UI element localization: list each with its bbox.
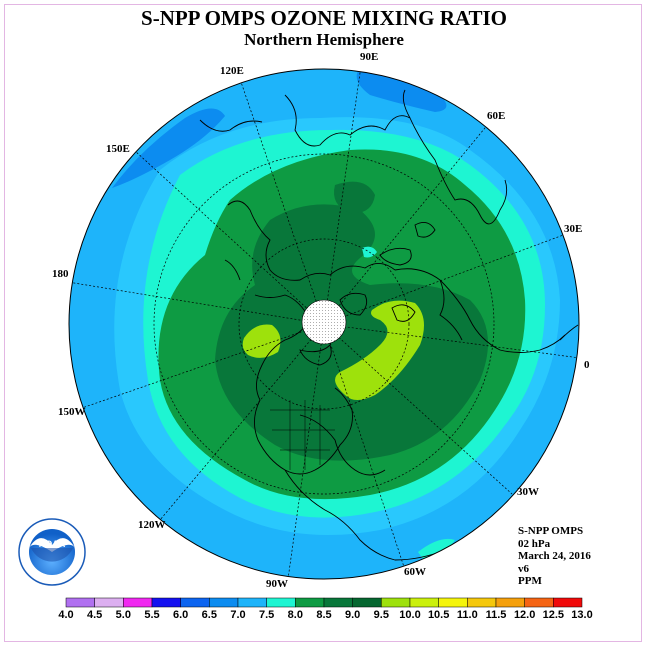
colorbar-tick-label: 7.0 (230, 609, 246, 621)
noaa-logo: NOAA (18, 518, 86, 586)
info-date: March 24, 2016 (518, 550, 591, 562)
colorbar-tick-label: 11.0 (456, 609, 478, 621)
info-units: PPM (518, 575, 542, 587)
field-9.0-9.5-west (242, 324, 281, 358)
colorbar-swatch (553, 597, 583, 608)
colorbar-swatch (467, 597, 497, 608)
colorbar-tick-label: 6.5 (201, 609, 217, 621)
info-block: S-NPP OMPS 02 hPa March 24, 2016 v6 PPM (518, 525, 591, 588)
field-9.0-9.5-east (335, 300, 424, 400)
colorbar-swatch (123, 597, 153, 608)
lon-label-180: 180 (52, 268, 69, 280)
colorbar-swatch (209, 597, 239, 608)
colorbar-tick-label: 13.0 (571, 609, 593, 621)
field-6.0-6.5-west (112, 108, 225, 188)
colorbar-swatch (151, 597, 181, 608)
colorbar-tick-label: 5.5 (144, 609, 160, 621)
lon-label-0: 0 (584, 359, 590, 371)
colorbar-swatch (352, 597, 382, 608)
colorbar-tick-label: 5.0 (115, 609, 131, 621)
figure-frame (4, 4, 642, 642)
no-data-cap (301, 299, 347, 345)
colorbar-swatch (381, 597, 411, 608)
lon-label-60w: 60W (404, 566, 426, 578)
colorbar-swatch (438, 597, 468, 608)
colorbar-swatch (65, 597, 95, 608)
map-boundary (68, 68, 580, 580)
colorbar-swatch (323, 597, 353, 608)
colorbar-tick-label: 11.5 (485, 609, 507, 621)
colorbar-swatch (524, 597, 554, 608)
lon-label-30e: 30E (564, 223, 583, 235)
field-6.0-6.5-north (356, 69, 447, 112)
colorbar-swatch (409, 597, 439, 608)
lon-label-90e: 90E (360, 51, 379, 63)
colorbar-swatch (295, 597, 325, 608)
colorbar-swatch (94, 597, 124, 608)
colorbar (65, 597, 583, 608)
field-8.5-9.0-north (334, 181, 375, 214)
lon-label-90w: 90W (266, 578, 288, 590)
colorbar-tick-label: 12.0 (513, 609, 536, 621)
graticule (69, 69, 579, 579)
ozone-field (69, 69, 579, 579)
info-version: v6 (518, 562, 529, 575)
colorbar-swatch (237, 597, 267, 608)
colorbar-swatch (495, 597, 525, 608)
colorbar-tick-label: 4.5 (87, 609, 103, 621)
colorbar-tick-label: 7.5 (259, 609, 275, 621)
noaa-logo-text: NOAA (39, 539, 66, 549)
colorbar-swatch (266, 597, 296, 608)
colorbar-tick-label: 6.0 (173, 609, 189, 621)
field-8.5-9.0 (215, 204, 488, 461)
us-state-lines (270, 400, 335, 470)
info-instrument: S-NPP OMPS (518, 525, 584, 537)
colorbar-swatch (180, 597, 210, 608)
lon-label-60e: 60E (487, 110, 506, 122)
info-level: 02 hPa (518, 537, 551, 550)
colorbar-tick-label: 9.5 (373, 609, 389, 621)
colorbar-tick-label: 4.0 (58, 609, 74, 621)
colorbar-tick-label: 10.0 (399, 609, 421, 621)
lon-label-120w: 120W (138, 519, 166, 531)
lon-label-150e: 150E (106, 143, 130, 155)
lon-label-30w: 30W (517, 486, 539, 498)
map-title: S-NPP OMPS OZONE MIXING RATIO (141, 6, 507, 30)
colorbar-tick-label: 9.0 (345, 609, 361, 621)
colorbar-tick-label: 8.0 (287, 609, 303, 621)
colorbar-tick-label: 10.5 (427, 609, 450, 621)
map-subtitle: Northern Hemisphere (244, 30, 404, 49)
colorbar-tick-label: 12.5 (542, 609, 565, 621)
colorbar-tick-label: 8.5 (316, 609, 332, 621)
lon-label-120e: 120E (220, 65, 244, 77)
lon-label-150w: 150W (58, 406, 86, 418)
